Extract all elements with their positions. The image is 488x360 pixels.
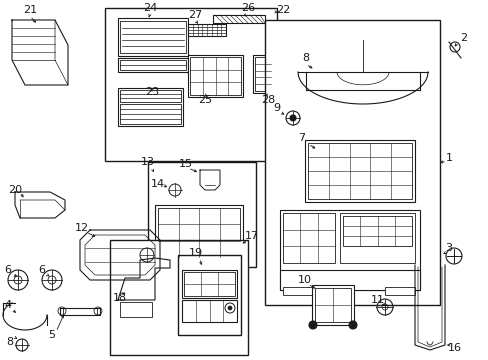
Text: 19: 19 xyxy=(188,248,203,258)
Text: 8: 8 xyxy=(6,337,14,347)
Bar xyxy=(283,287,312,295)
Bar xyxy=(280,210,419,290)
Text: 5: 5 xyxy=(48,330,55,340)
Bar xyxy=(187,55,243,97)
Bar xyxy=(182,270,237,298)
Text: 8: 8 xyxy=(302,53,309,63)
Text: 9: 9 xyxy=(273,103,280,113)
Bar xyxy=(158,208,240,257)
Text: 28: 28 xyxy=(260,95,275,105)
Bar xyxy=(190,57,241,95)
Bar xyxy=(213,15,264,23)
Bar xyxy=(314,288,350,322)
Bar xyxy=(118,88,183,126)
Bar xyxy=(187,24,225,36)
Bar xyxy=(120,104,181,124)
Text: 26: 26 xyxy=(241,3,255,13)
Bar xyxy=(339,213,414,263)
Text: 14: 14 xyxy=(151,179,165,189)
Bar xyxy=(254,57,270,91)
Text: 18: 18 xyxy=(113,293,127,303)
Circle shape xyxy=(227,306,231,310)
Bar xyxy=(252,55,272,93)
Bar xyxy=(280,270,419,290)
Text: 24: 24 xyxy=(142,3,157,13)
Text: 6: 6 xyxy=(39,265,45,275)
Bar xyxy=(264,20,439,305)
Bar xyxy=(311,285,353,325)
Text: 16: 16 xyxy=(447,343,461,353)
Text: 7: 7 xyxy=(298,133,305,143)
Bar xyxy=(118,18,187,56)
Text: 17: 17 xyxy=(244,231,259,241)
Bar xyxy=(305,140,414,202)
Bar xyxy=(183,272,235,296)
Text: 20: 20 xyxy=(8,185,22,195)
Bar xyxy=(178,255,241,335)
Text: 4: 4 xyxy=(4,300,12,310)
Bar xyxy=(120,60,185,70)
Circle shape xyxy=(308,321,316,329)
Bar xyxy=(120,302,152,317)
Bar xyxy=(155,205,243,260)
Text: 6: 6 xyxy=(4,265,12,275)
Bar xyxy=(148,162,256,267)
Bar xyxy=(118,58,187,72)
Bar xyxy=(307,143,411,199)
Bar xyxy=(120,90,181,102)
Text: 27: 27 xyxy=(187,10,202,20)
Text: 23: 23 xyxy=(144,87,159,97)
Text: 2: 2 xyxy=(460,33,467,43)
Text: 1: 1 xyxy=(445,153,451,163)
Text: 3: 3 xyxy=(445,243,451,253)
Bar xyxy=(105,8,276,161)
Text: 10: 10 xyxy=(297,275,311,285)
Circle shape xyxy=(289,115,295,121)
Text: 22: 22 xyxy=(275,5,289,15)
Bar xyxy=(182,300,237,322)
Bar xyxy=(120,21,185,53)
Text: 11: 11 xyxy=(370,295,384,305)
Text: 13: 13 xyxy=(141,157,155,167)
Text: 21: 21 xyxy=(23,5,37,15)
Bar xyxy=(283,213,334,263)
Circle shape xyxy=(348,321,356,329)
Text: 25: 25 xyxy=(198,95,212,105)
Bar xyxy=(384,287,414,295)
Text: 15: 15 xyxy=(179,159,193,169)
Bar xyxy=(342,216,411,246)
Text: 12: 12 xyxy=(75,223,89,233)
Bar xyxy=(110,240,247,355)
